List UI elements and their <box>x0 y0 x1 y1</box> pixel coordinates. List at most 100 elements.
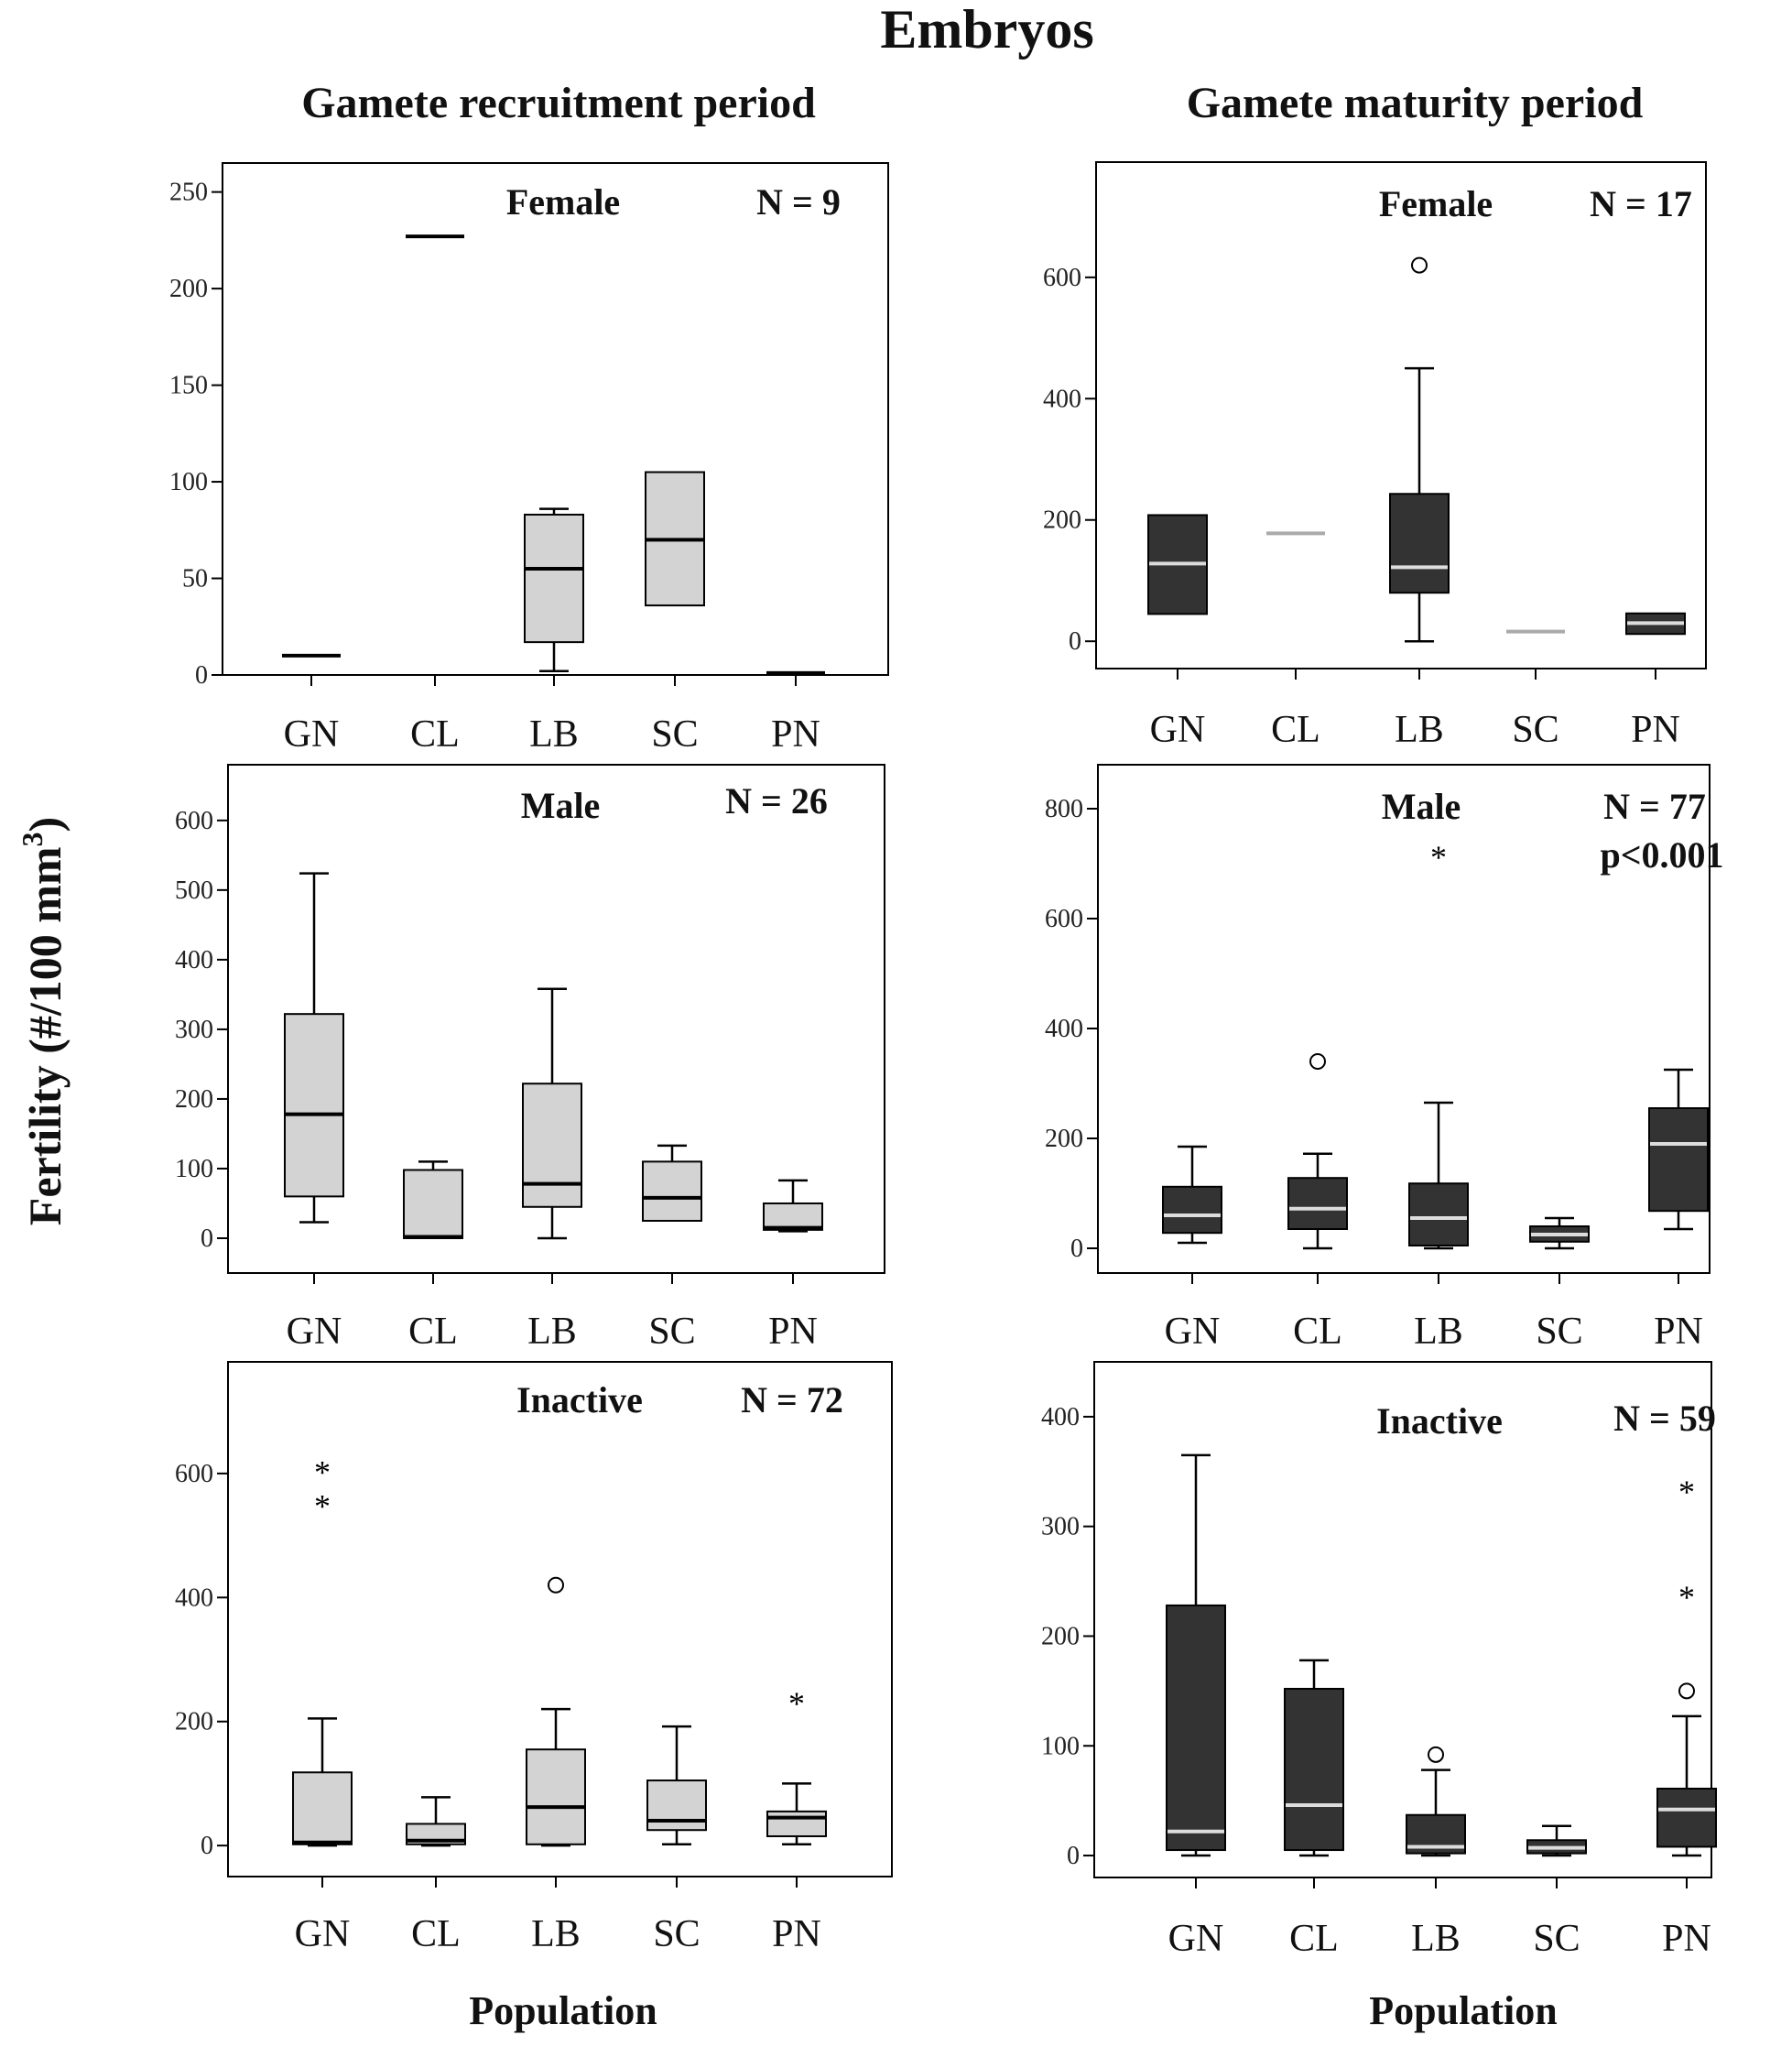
category-label-sc: SC <box>1536 1311 1582 1353</box>
category-label-lb: LB <box>1411 1918 1461 1960</box>
outlier-circle-lb <box>1428 1746 1444 1763</box>
y-tick-label: 200 <box>1041 1622 1080 1650</box>
box-pn <box>766 1782 827 1846</box>
y-axis-label: Fertility (#/100 mm3) <box>16 817 71 1225</box>
box-sc <box>645 471 705 607</box>
box-gn <box>292 1717 353 1847</box>
box-lb <box>1406 1768 1466 1857</box>
y-tick-label: 400 <box>1045 1015 1083 1043</box>
y-tick-label: 0 <box>1067 1842 1080 1870</box>
y-tick-label: 400 <box>175 946 213 974</box>
y-tick-label: 400 <box>1043 385 1081 413</box>
plot-frame <box>227 1361 893 1877</box>
box-iqr <box>646 1779 707 1832</box>
y-tick-label: 600 <box>1043 264 1081 292</box>
category-label-lb: LB <box>1414 1311 1463 1353</box>
box-sc <box>1526 1824 1587 1857</box>
y-tick-label: 0 <box>195 661 208 690</box>
y-tick-label: 0 <box>1070 1235 1083 1263</box>
figure-title: Embryos <box>880 0 1093 60</box>
category-label-pn: PN <box>771 713 820 756</box>
y-tick-label: 200 <box>1045 1125 1083 1153</box>
panel-label: Male <box>1382 786 1461 827</box>
box-iqr <box>763 1202 823 1231</box>
category-label-pn: PN <box>1662 1918 1711 1960</box>
category-label-gn: GN <box>287 1311 342 1353</box>
box-gn <box>284 872 344 1224</box>
category-label-cl: CL <box>408 1311 458 1353</box>
box-iqr <box>526 1748 586 1845</box>
category-label-sc: SC <box>1533 1918 1580 1960</box>
category-label-lb: LB <box>529 713 579 756</box>
y-tick-label: 400 <box>175 1583 213 1612</box>
box-lb <box>1408 1101 1469 1250</box>
box-iqr <box>524 513 584 644</box>
y-tick-label: 100 <box>175 1155 213 1183</box>
box-sc <box>642 1144 702 1222</box>
outlier-star-pn: * <box>1678 1579 1695 1616</box>
category-label-lb: LB <box>1395 709 1444 751</box>
box-pn <box>1648 1068 1709 1231</box>
category-label-cl: CL <box>410 713 460 756</box>
box-iqr <box>1287 1177 1348 1230</box>
x-axis-label-right: Population <box>1369 1988 1557 2033</box>
outlier-star-lb: * <box>1430 839 1447 876</box>
panel-label: Female <box>506 181 620 223</box>
category-label-pn: PN <box>768 1311 818 1353</box>
category-label-sc: SC <box>651 713 698 756</box>
category-label-sc: SC <box>1512 709 1558 751</box>
y-tick-label: 200 <box>1043 506 1081 535</box>
panel-label: Male <box>521 785 601 826</box>
category-label-pn: PN <box>1631 709 1680 751</box>
box-lb <box>526 1707 586 1847</box>
box-lb <box>1389 366 1450 643</box>
outlier-circle-lb <box>1411 256 1428 274</box>
y-tick-label: 200 <box>175 1085 213 1114</box>
y-tick-label: 250 <box>169 179 208 207</box>
panel-recruitment-female: 0 50 100 150 200 250 GN CL LB SC PN Female N = 9 <box>169 162 889 756</box>
category-label-lb: LB <box>527 1311 577 1353</box>
category-label-cl: CL <box>1293 1311 1342 1353</box>
p-value-label: p<0.001 <box>1600 834 1723 876</box>
panel-label: Inactive <box>1376 1400 1503 1442</box>
y-tick-label: 300 <box>1041 1513 1080 1541</box>
box-iqr <box>1284 1687 1344 1852</box>
y-tick-label: 800 <box>1045 795 1083 823</box>
box-cl <box>406 1796 466 1847</box>
y-tick-label: 600 <box>1045 905 1083 933</box>
sample-size-label: N = 17 <box>1590 183 1692 224</box>
box-lb <box>522 987 582 1240</box>
category-label-gn: GN <box>1165 1311 1221 1353</box>
box-gn <box>1147 514 1208 615</box>
box-sc <box>1529 1216 1590 1250</box>
category-label-gn: GN <box>295 1913 351 1955</box>
y-tick-label: 200 <box>175 1708 213 1736</box>
sample-size-label: N = 77 <box>1603 786 1706 827</box>
y-tick-label: 300 <box>175 1016 213 1044</box>
category-label-sc: SC <box>648 1311 695 1353</box>
box-cl <box>1287 1152 1348 1250</box>
category-label-gn: GN <box>284 713 340 756</box>
box-sc <box>646 1725 707 1846</box>
panel-maturity-female: 0 200 400 600 GN CL LB SC PN Female N = 17 <box>1043 161 1707 751</box>
panel-label: Female <box>1379 183 1493 224</box>
box-iqr <box>1648 1107 1709 1213</box>
y-tick-label: 0 <box>1069 627 1081 656</box>
y-tick-label: 100 <box>1041 1732 1080 1760</box>
box-iqr <box>766 1810 827 1837</box>
box-cl <box>1284 1659 1344 1857</box>
plot-frame <box>1097 764 1711 1274</box>
outlier-star-pn: * <box>1678 1474 1695 1510</box>
box-iqr <box>403 1169 463 1239</box>
y-tick-label: 600 <box>175 807 213 835</box>
box-lb <box>524 507 584 673</box>
y-axis-label-main: Fertility (#/100 mm <box>19 846 71 1225</box>
y-tick-label: 500 <box>175 876 213 905</box>
y-tick-label: 0 <box>201 1832 213 1860</box>
box-cl <box>403 1160 463 1239</box>
category-label-cl: CL <box>1271 709 1320 751</box>
outlier-circle-pn <box>1678 1682 1695 1700</box>
panel-recruitment-male: 0 100 200 300 400 500 600 GN CL LB SC PN Male N = 26 <box>175 764 885 1353</box>
